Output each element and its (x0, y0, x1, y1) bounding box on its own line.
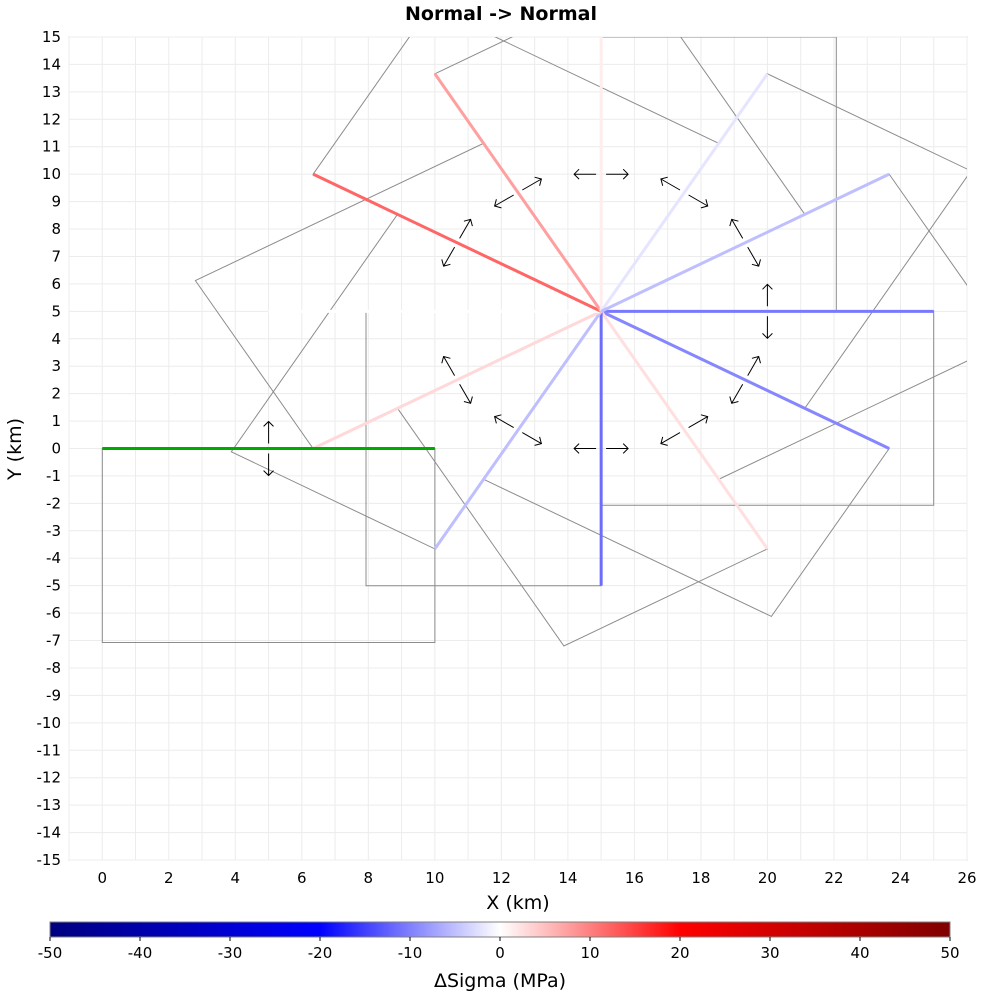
y-tick-label: -13 (37, 796, 62, 814)
colorbar-tick-label: -50 (38, 944, 63, 962)
y-tick-label: 1 (51, 412, 61, 430)
y-tick-label: 8 (51, 220, 61, 238)
colorbar-label: ΔSigma (MPa) (434, 970, 566, 992)
y-tick-label: 6 (51, 275, 61, 293)
colorbar-ticks: -50 -40 -30 -20 -10 0 10 20 30 40 50 (38, 937, 960, 962)
slip-arrow (459, 383, 473, 404)
slip-arrow (493, 414, 514, 429)
slip-arrow (573, 168, 597, 180)
y-tick-label: -2 (46, 494, 61, 512)
colorbar-tick-label: 0 (495, 944, 505, 962)
y-tick-label: -11 (37, 741, 62, 759)
slip-arrow (688, 414, 709, 429)
x-tick-label: 6 (297, 869, 307, 887)
y-tick-label: -12 (37, 769, 62, 787)
slip-arrow (762, 316, 773, 340)
slip-arrow (606, 443, 629, 454)
y-tick-label: -15 (37, 851, 62, 869)
x-tick-label: 22 (824, 869, 843, 887)
receiver-fault-trace (600, 309, 890, 450)
slip-arrow (493, 194, 514, 209)
slip-arrow (688, 194, 709, 209)
x-tick-label: 20 (758, 869, 777, 887)
colorbar-tick-label: 40 (850, 944, 869, 962)
axis-ticks: 0 2 4 6 8 10 12 14 16 18 20 22 24 26-15-14-13-12-11-1… (37, 28, 977, 887)
slip-arrow (459, 218, 473, 239)
y-tick-label: -14 (37, 824, 62, 842)
y-tick-label: 0 (51, 440, 61, 458)
receiver-fault-trace (433, 310, 603, 550)
x-tick-label: 2 (164, 869, 174, 887)
slip-arrow (747, 246, 761, 267)
y-tick-label: -10 (37, 714, 62, 732)
colorbar-tick-label: -30 (218, 944, 243, 962)
y-tick-label: 5 (51, 302, 61, 320)
y-tick-label: 14 (42, 55, 61, 73)
slip-arrow (522, 176, 543, 191)
y-axis-title: Y (km) (4, 418, 26, 481)
x-tick-label: 12 (492, 869, 511, 887)
y-tick-label: 9 (51, 193, 61, 211)
x-tick-label: 26 (957, 869, 976, 887)
chart-title: Normal -> Normal (405, 3, 597, 25)
colorbar-gradient (49, 921, 951, 938)
colorbar-tick-label: 10 (580, 944, 599, 962)
y-tick-label: -4 (46, 549, 61, 567)
y-tick-label: 4 (51, 330, 61, 348)
slip-arrow (263, 453, 274, 477)
y-tick-label: -6 (46, 604, 61, 622)
slip-arrow (747, 355, 761, 376)
slip-arrow (441, 246, 456, 267)
slip-arrow (729, 383, 744, 404)
y-tick-label: 13 (42, 83, 61, 101)
slip-arrow (729, 218, 744, 239)
colorbar: -50 -40 -30 -20 -10 0 10 20 30 40 50 ΔSigma (MPa) (38, 921, 960, 992)
x-tick-label: 4 (231, 869, 241, 887)
slip-arrows (263, 168, 773, 477)
slip-arrow (606, 168, 629, 180)
receiver-fault-trace (433, 72, 603, 313)
y-tick-label: 15 (42, 28, 61, 46)
slip-arrow (660, 176, 681, 191)
colorbar-tick-label: -10 (398, 944, 423, 962)
slip-arrow (522, 432, 543, 446)
y-tick-label: 10 (42, 165, 61, 183)
slip-arrow (573, 443, 597, 454)
receiver-fault-trace (312, 309, 602, 450)
x-tick-label: 24 (891, 869, 910, 887)
receiver-fault-trace (600, 172, 890, 313)
x-tick-label: 18 (691, 869, 710, 887)
colorbar-tick-label: -20 (308, 944, 333, 962)
y-tick-label: -7 (46, 632, 61, 650)
y-tick-label: 12 (42, 110, 61, 128)
colorbar-tick-label: 30 (760, 944, 779, 962)
y-tick-label: -5 (46, 577, 61, 595)
y-tick-label: -9 (46, 686, 61, 704)
y-tick-label: 3 (51, 357, 61, 375)
x-tick-label: 10 (425, 869, 444, 887)
x-tick-label: 8 (364, 869, 374, 887)
x-tick-label: 0 (97, 869, 107, 887)
colorbar-tick-label: 50 (940, 944, 959, 962)
x-tick-label: 14 (558, 869, 577, 887)
colorbar-tick-label: -40 (128, 944, 153, 962)
y-tick-label: -3 (46, 522, 61, 540)
slip-arrow (660, 432, 681, 446)
x-axis-title: X (km) (486, 892, 549, 914)
y-tick-label: 7 (51, 247, 61, 265)
receiver-fault-trace (599, 310, 769, 550)
y-tick-label: 11 (42, 138, 61, 156)
receiver-fault-trace (312, 172, 602, 313)
y-tick-label: 2 (51, 385, 61, 403)
receiver-fault-trace (599, 72, 769, 313)
slip-arrow (441, 355, 456, 376)
y-tick-label: -8 (46, 659, 61, 677)
y-tick-label: -1 (46, 467, 61, 485)
colorbar-tick-label: 20 (670, 944, 689, 962)
slip-arrow (762, 283, 773, 307)
slip-arrow (263, 420, 274, 444)
x-tick-label: 16 (625, 869, 644, 887)
fault-traces (102, 37, 934, 586)
